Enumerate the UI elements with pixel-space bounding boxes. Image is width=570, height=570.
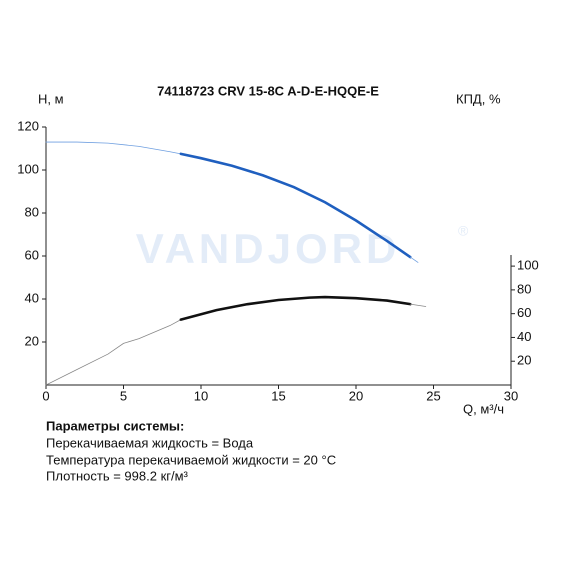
x-tick-label: 0 (42, 388, 49, 403)
curve (409, 256, 419, 263)
params-line: Перекачиваемая жидкость = Вода (46, 435, 254, 450)
curve (179, 152, 412, 259)
params-line: Плотность = 998.2 кг/м³ (46, 468, 189, 483)
x-tick-label: 20 (349, 388, 363, 403)
curve (45, 319, 182, 386)
y-tick-label: 40 (25, 290, 39, 305)
curve (179, 295, 412, 321)
y-tick-label: 100 (17, 161, 39, 176)
y2-tick-label: 40 (517, 329, 531, 344)
watermark: VANDJORD (136, 225, 401, 272)
y-tick-label: 60 (25, 247, 39, 262)
y2-tick-label: 60 (517, 305, 531, 320)
x-tick-label: 25 (426, 388, 440, 403)
x-tick-label: 30 (504, 388, 518, 403)
curve (409, 303, 427, 307)
y2-tick-label: 20 (517, 353, 531, 368)
watermark-mark: ® (458, 223, 469, 239)
y-tick-label: 120 (17, 118, 39, 133)
y2-tick-label: 100 (517, 258, 539, 273)
y-axis-label: H, м (38, 91, 64, 106)
x-tick-label: 5 (120, 388, 127, 403)
x-axis-label: Q, м³/ч (463, 401, 504, 416)
x-tick-label: 10 (194, 388, 208, 403)
params-line: Температура перекачиваемой жидкости = 20… (46, 452, 336, 467)
chart-title: 74118723 CRV 15-8C A-D-E-HQQE-E (157, 83, 379, 98)
curve (45, 141, 182, 155)
params-heading: Параметры системы: (46, 418, 184, 433)
x-tick-label: 15 (271, 388, 285, 403)
y-tick-label: 80 (25, 204, 39, 219)
y2-tick-label: 80 (517, 281, 531, 296)
y-tick-label: 20 (25, 333, 39, 348)
y2-axis-label: КПД, % (456, 91, 501, 106)
